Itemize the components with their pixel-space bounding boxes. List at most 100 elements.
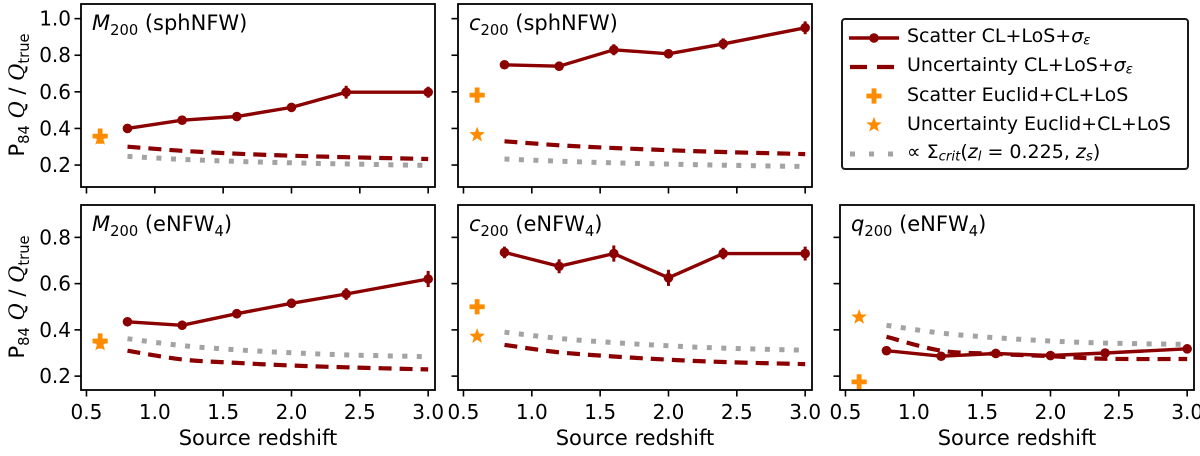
x-axis-label: Source redshift: [556, 426, 715, 450]
text-segment: ): [1092, 141, 1101, 164]
data-point-marker: [663, 273, 674, 283]
series-line: [127, 90, 429, 131]
legend-label: Scatter Euclid+CL+LoS: [907, 86, 1128, 105]
text-segment: 84: [16, 125, 33, 144]
axes-spines: [80, 3, 436, 188]
data-point-marker: [554, 61, 564, 72]
panel-title: q200 (eNFW4): [851, 212, 986, 240]
series-uncertainty-line: [504, 342, 806, 367]
text-segment: ε: [1083, 33, 1091, 49]
marker-uncertainty-euclid: [469, 126, 485, 142]
series-line: [127, 277, 429, 328]
legend-dashed-line-icon: [850, 64, 894, 69]
y-axis: [833, 236, 840, 377]
y-axis: 0.2 0.4 0.6 0.8: [39, 225, 81, 388]
legend-plus-icon: [866, 87, 882, 104]
x-axis: 0.5 1.0 1.5 2.0 2.5 3.0: [448, 390, 821, 424]
text-segment: M: [92, 212, 110, 236]
data-point-marker: [1045, 350, 1056, 361]
series-scatter-line: [881, 344, 1192, 362]
y-tick-label: 0.4: [39, 318, 71, 342]
x-tick-label: 1.5: [966, 400, 998, 424]
panel-m200-enfw4: 0.5 1.0 1.5 2.0 2.5 3.0 0.2 0.4 0.6 0.8 M200 (eNFW…: [39, 204, 444, 450]
text-segment: ): [594, 212, 602, 236]
text-segment: 84: [16, 327, 33, 346]
text-segment: /: [5, 81, 29, 101]
data-point-marker: [341, 87, 351, 98]
panel-q200-enfw4: 0.5 1.0 1.5 2.0 2.5 3.0 q200 (eNFW4) Source red…: [830, 204, 1200, 450]
text-segment: q: [851, 212, 864, 236]
text-segment: Uncertainty Euclid+CL+LoS: [907, 113, 1171, 135]
data-point-marker: [499, 59, 510, 70]
text-segment: Scatter CL+LoS+: [907, 25, 1072, 48]
series-line: [504, 250, 806, 280]
y-tick-label: 0.2: [39, 364, 71, 388]
text-segment: ): [224, 212, 232, 236]
data-point-marker: [936, 351, 946, 362]
text-segment: (: [960, 141, 968, 164]
text-segment: P: [5, 346, 29, 359]
text-segment: true: [16, 235, 33, 265]
text-segment: Q: [5, 64, 29, 81]
data-point-marker: [663, 48, 674, 59]
data-point-marker: [286, 298, 297, 309]
y-tick-label: 1.0: [39, 7, 71, 31]
panel-m200-sphnfw: 0.2 0.4 0.6 0.8 1.0 M200 (sphNFW): [39, 3, 436, 194]
series-sigma-crit-line: [504, 156, 806, 169]
x-tick-label: 1.0: [139, 400, 171, 424]
y-axis: [451, 17, 458, 166]
plus-icon: [92, 333, 108, 349]
data-point-marker: [286, 102, 297, 113]
data-point-marker: [122, 123, 133, 134]
axes-spines: [80, 204, 436, 391]
series-scatter-line: [122, 270, 433, 331]
marker-scatter-euclid: [851, 374, 867, 390]
text-segment: 200: [481, 223, 509, 240]
y-tick-label: 0.8: [39, 225, 71, 249]
data-point-marker: [718, 39, 728, 49]
x-tick-label: 1.0: [516, 400, 548, 424]
text-segment: (eNFW: [892, 212, 969, 236]
legend-marker: [846, 114, 902, 136]
data-point-marker: [423, 87, 433, 98]
text-segment: crit: [938, 149, 961, 165]
data-point-marker: [499, 247, 510, 258]
x-tick-label: 2.0: [653, 400, 685, 424]
text-segment: M: [92, 11, 110, 35]
x-tick-label: 0.5: [71, 400, 103, 424]
text-segment: σ: [1071, 25, 1084, 48]
text-segment: 4: [215, 223, 224, 240]
x-tick-label: 0.5: [448, 400, 480, 424]
x-axis: [85, 187, 429, 194]
text-segment: Q: [5, 101, 29, 118]
series-line: [886, 347, 1188, 358]
y-tick-label: 0.6: [39, 272, 71, 296]
series-line: [504, 26, 806, 68]
legend-dotted-line-icon: [850, 151, 893, 156]
y-tick-label: 0.6: [39, 80, 71, 104]
text-segment: 200: [110, 22, 138, 39]
marker-uncertainty-euclid: [851, 308, 867, 324]
text-segment: Uncertainty CL+LoS+: [907, 54, 1114, 77]
legend-entry-scatter-euclid: Scatter Euclid+CL+LoS: [846, 81, 1187, 110]
y-axis-label-bottom: P84 Q / Qtrue: [5, 235, 33, 358]
data-point-marker: [800, 22, 810, 33]
text-segment: z: [1075, 141, 1086, 164]
x-axis-label: Source redshift: [938, 426, 1097, 450]
x-axis: 0.5 1.0 1.5 2.0 2.5 3.0: [830, 390, 1200, 424]
x-tick-label: 3.0: [789, 400, 821, 424]
series-uncertainty-line: [127, 144, 429, 162]
x-tick-label: 2.5: [344, 400, 376, 424]
series-scatter-line: [499, 245, 810, 286]
data-point-marker: [881, 345, 892, 356]
star-icon: [851, 308, 867, 324]
x-tick-label: 2.0: [276, 400, 308, 424]
series-uncertainty-line: [127, 348, 429, 372]
axes-spines: [457, 3, 813, 188]
legend-label: Scatter CL+LoS+σε: [907, 27, 1090, 48]
x-axis-label: Source redshift: [179, 426, 338, 450]
y-tick-label: 0.8: [39, 43, 71, 67]
series-sigma-crit-line: [127, 336, 429, 360]
axes-spines: [839, 204, 1195, 391]
text-segment: (sphNFW): [509, 11, 618, 35]
